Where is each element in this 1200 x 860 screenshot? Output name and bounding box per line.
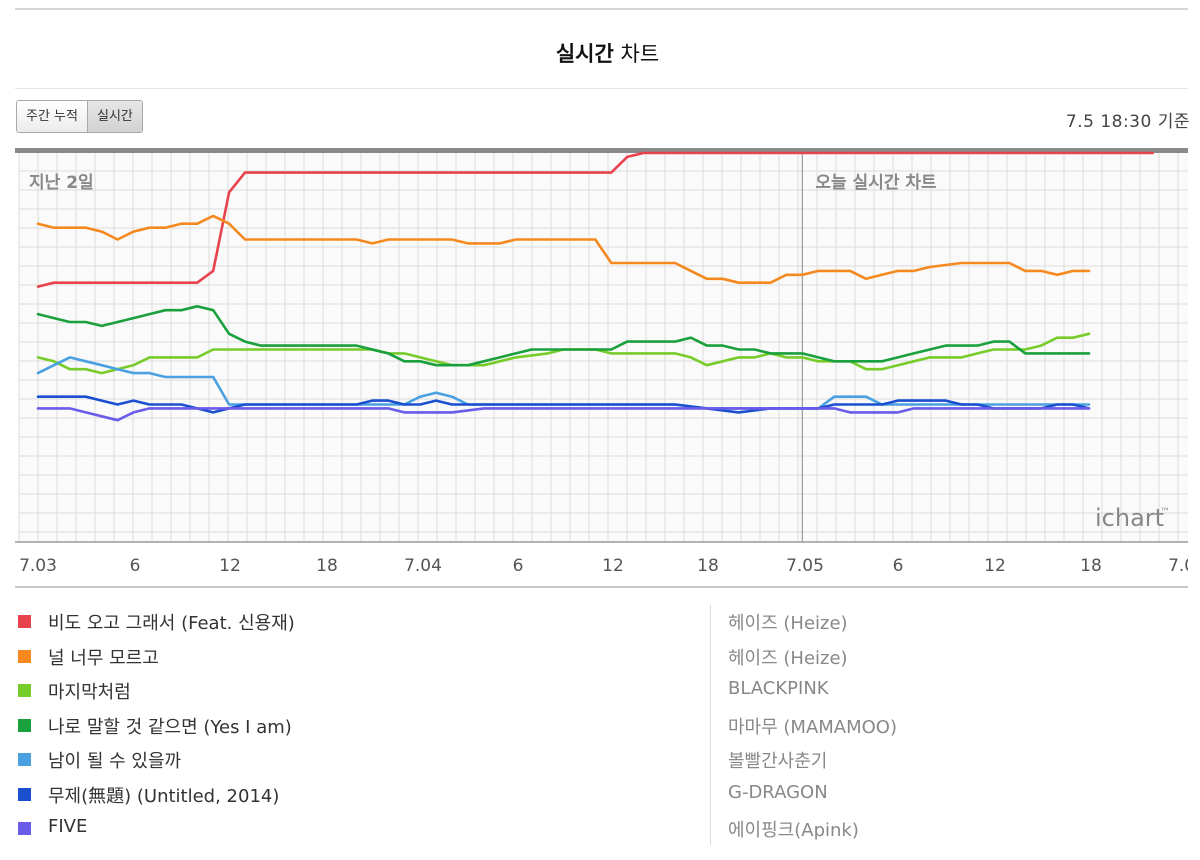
watermark-tm: ™ — [1160, 507, 1170, 518]
legend-artist-name[interactable]: 마마무 (MAMAMOO) — [728, 716, 897, 738]
grid-lines — [18, 151, 1188, 542]
legend-item: 무제(無題) (Untitled, 2014) G-DRAGON — [18, 778, 1190, 812]
legend-swatch — [18, 753, 31, 766]
legend-song-title[interactable]: 무제(無題) (Untitled, 2014) — [48, 785, 280, 807]
series-line-4 — [36, 305, 1091, 367]
x-tick-label: 12 — [602, 556, 624, 576]
legend-artist-name[interactable]: G-DRAGON — [728, 781, 828, 803]
tab-realtime[interactable]: 실시간 — [86, 101, 142, 132]
x-tick-label: 6 — [130, 556, 141, 576]
x-tick-label: 18 — [697, 556, 719, 576]
x-tick-label: 18 — [316, 556, 338, 576]
x-tick-label: 7.03 — [19, 556, 57, 576]
page-title: 실시간 차트 — [0, 38, 1200, 68]
x-tick-label: 12 — [984, 556, 1006, 576]
legend-item: 나로 말할 것 같으면 (Yes I am) 마마무 (MAMAMOO) — [18, 709, 1190, 743]
top-divider — [15, 8, 1188, 10]
x-tick-label: 18 — [1080, 556, 1102, 576]
legend-item: FIVE 에이핑크(Apink) — [18, 812, 1190, 846]
series-line-7 — [36, 407, 1091, 422]
legend-song-title[interactable]: 마지막처럼 — [48, 682, 131, 703]
annotation-today-realtime: 오늘 실시간 차트 — [815, 173, 937, 193]
legend-artist-name[interactable]: 볼빨간사춘기 — [728, 751, 828, 772]
x-tick-label: 6 — [513, 556, 524, 576]
chart-timestamp: 7.5 18:30 기준 — [1065, 112, 1190, 132]
x-tick-label: 7.04 — [404, 556, 442, 576]
title-rest: 차트 — [620, 42, 660, 66]
legend-item: 널 너무 모르고 헤이즈 (Heize) — [18, 640, 1190, 674]
legend-item: 남이 될 수 있을까 볼빨간사춘기 — [18, 743, 1190, 777]
plot-background — [19, 152, 1188, 542]
legend-song-title[interactable]: 비도 오고 그래서 (Feat. 신용재) — [48, 613, 295, 634]
x-tick-label: 12 — [219, 556, 241, 576]
legend-song-title[interactable]: FIVE — [48, 816, 88, 837]
legend-item: 비도 오고 그래서 (Feat. 신용재) 헤이즈 (Heize) — [18, 605, 1190, 639]
legend-song-title[interactable]: 널 너무 모르고 — [48, 647, 159, 669]
legend-song-title[interactable]: 나로 말할 것 같으면 (Yes I am) — [48, 716, 292, 738]
annotation-past-2-days: 지난 2일 — [29, 173, 94, 193]
x-tick-label: 6 — [893, 556, 904, 576]
title-bold: 실시간 — [555, 42, 614, 66]
legend-song-title[interactable]: 남이 될 수 있을까 — [48, 751, 182, 772]
legend-artist-name[interactable]: 헤이즈 (Heize) — [728, 647, 848, 669]
title-divider — [15, 88, 1188, 89]
series-line-6 — [36, 395, 1091, 414]
x-tick-label: 7.05 — [786, 556, 824, 576]
x-tick-label: 7.06 — [1168, 556, 1188, 576]
legend-artist-name[interactable]: 에이핑크(Apink) — [728, 820, 859, 841]
legend-divider — [710, 605, 711, 845]
legend-swatch — [18, 787, 31, 801]
series-line-1 — [36, 151, 1154, 288]
legend-artist-name[interactable]: 헤이즈 (Heize) — [728, 613, 848, 634]
legend-artist-name[interactable]: BLACKPINK — [728, 678, 829, 699]
x-tick-labels: 7.03 6 12 18 7.04 6 12 18 7.05 6 12 18 7.06 — [19, 556, 1188, 576]
legend-swatch — [18, 822, 31, 835]
watermark-ichart: ichart — [1095, 504, 1164, 532]
legend-swatch — [18, 718, 31, 732]
legend-item: 마지막처럼 BLACKPINK — [18, 674, 1190, 708]
plot-top-bar — [15, 148, 1188, 153]
series-line-2 — [36, 214, 1091, 284]
legend-swatch — [18, 684, 31, 697]
tab-weekly-cumulative[interactable]: 주간 누적 — [17, 101, 87, 132]
chart-mode-toggle: 주간 누적 실시간 — [16, 100, 143, 133]
legend-swatch — [18, 649, 31, 663]
legend-swatch — [18, 615, 31, 628]
